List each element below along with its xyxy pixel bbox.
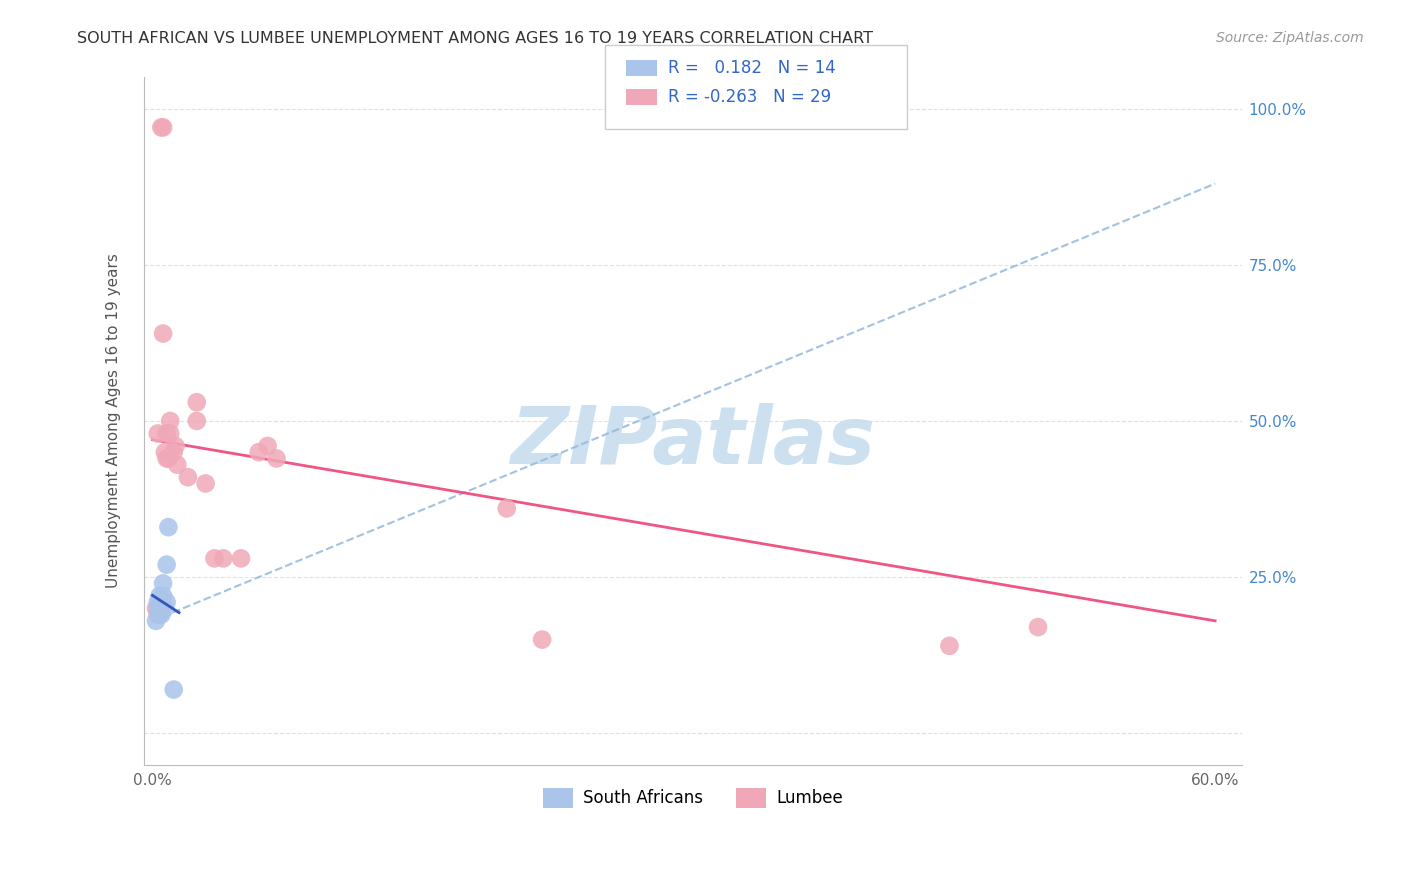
Point [186,395,208,409]
Point [212,551,235,566]
Point [153,601,176,615]
Point [247,445,270,459]
Point [163,682,186,697]
Point [266,451,288,466]
Point [156,426,179,441]
Point [157,451,180,466]
Point [148,589,170,603]
Point [146,607,169,622]
Point [152,326,174,341]
Point [186,414,208,428]
Point [156,595,179,609]
Point [163,445,186,459]
Text: SOUTH AFRICAN VS LUMBEE UNEMPLOYMENT AMONG AGES 16 TO 19 YEARS CORRELATION CHART: SOUTH AFRICAN VS LUMBEE UNEMPLOYMENT AMO… [77,31,873,46]
Point [159,414,181,428]
Point [166,458,188,472]
Text: ZIPatlas: ZIPatlas [510,402,875,481]
Text: R = -0.263   N = 29: R = -0.263 N = 29 [668,88,831,106]
Point [495,501,517,516]
Point [146,426,169,441]
Point [938,639,960,653]
Point [1026,620,1049,634]
Text: Source: ZipAtlas.com: Source: ZipAtlas.com [1216,31,1364,45]
Point [177,470,200,484]
Point [157,520,180,534]
Point [153,445,176,459]
Point [156,451,179,466]
Point [204,551,226,566]
Point [152,576,174,591]
Point [146,601,169,615]
Point [152,120,174,135]
Point [156,558,179,572]
Point [256,439,278,453]
Point [194,476,217,491]
Point [150,595,173,609]
Point [159,426,181,441]
Point [148,607,170,622]
Point [146,595,169,609]
Y-axis label: Unemployment Among Ages 16 to 19 years: Unemployment Among Ages 16 to 19 years [107,253,121,589]
Point [150,120,173,135]
Text: R =   0.182   N = 14: R = 0.182 N = 14 [668,59,835,77]
Point [145,601,167,615]
Legend: South Africans, Lumbee: South Africans, Lumbee [536,780,849,814]
Point [165,439,187,453]
Point [145,614,167,628]
Point [229,551,252,566]
Point [531,632,554,647]
Point [150,607,173,622]
Point [152,589,174,603]
